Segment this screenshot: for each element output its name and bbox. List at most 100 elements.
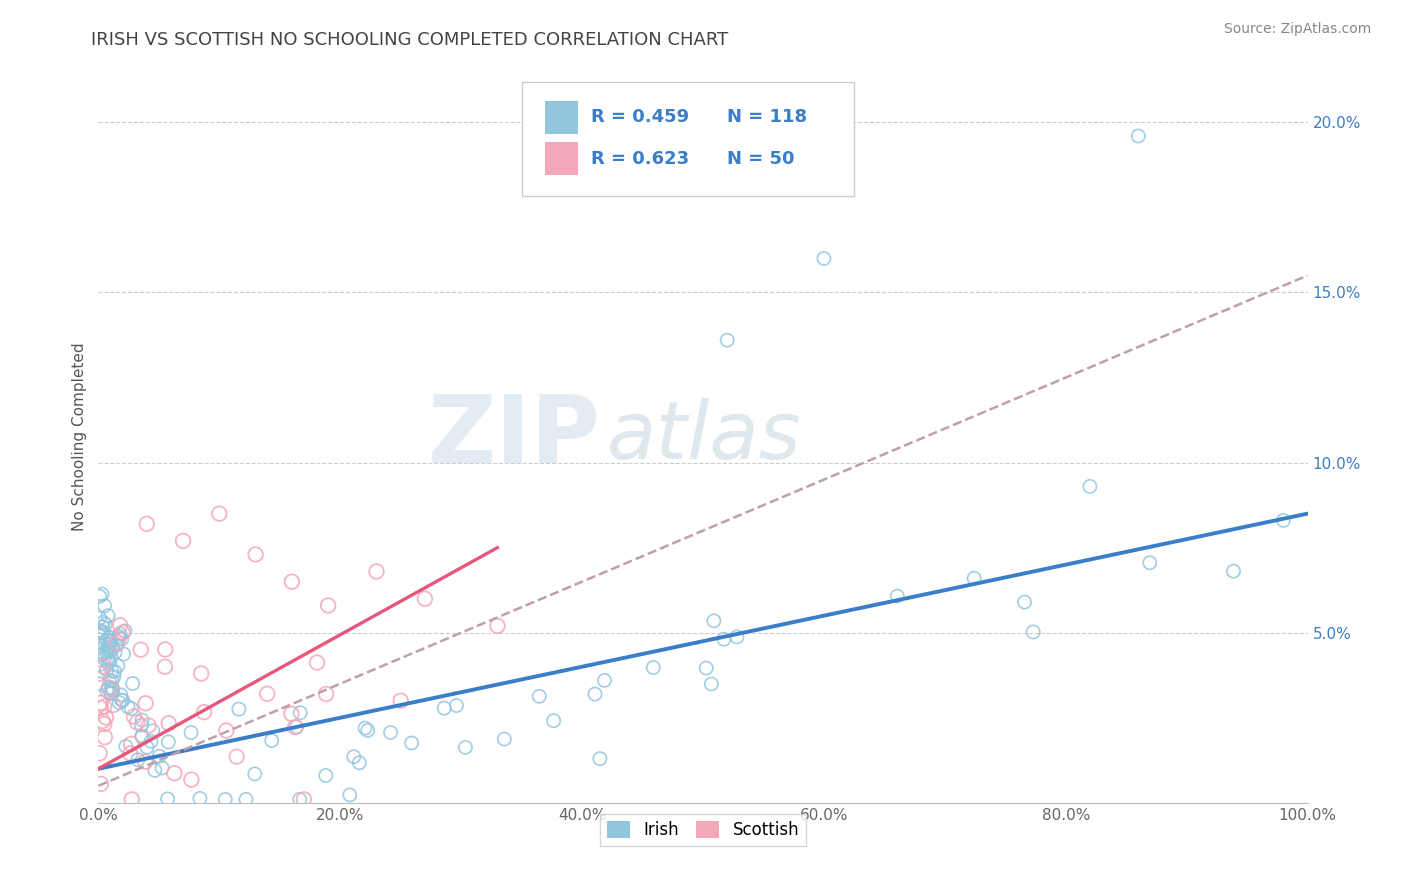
- Text: N = 118: N = 118: [727, 109, 807, 127]
- Point: [96, 684, 118, 698]
- Point: [89, 747, 111, 761]
- Point: [107, 636, 129, 650]
- Point: [100, 686, 122, 700]
- Point: [101, 673, 124, 688]
- Point: [339, 788, 361, 802]
- Point: [121, 792, 143, 806]
- Point: [135, 696, 157, 710]
- Point: [103, 698, 125, 712]
- Point: [131, 718, 153, 732]
- Point: [98, 633, 121, 648]
- Point: [89, 611, 111, 625]
- Point: [100, 635, 122, 649]
- Point: [454, 740, 477, 755]
- Point: [91, 620, 114, 634]
- Point: [357, 723, 380, 738]
- Point: [150, 761, 173, 775]
- Point: [280, 706, 302, 721]
- Point: [98, 630, 121, 644]
- Point: [103, 670, 125, 684]
- Point: [180, 772, 202, 787]
- Point: [716, 333, 738, 347]
- Point: [112, 647, 135, 661]
- Point: [583, 687, 606, 701]
- Point: [139, 734, 162, 748]
- Point: [157, 716, 180, 731]
- Point: [136, 740, 159, 755]
- Point: [193, 705, 215, 719]
- Point: [94, 617, 117, 632]
- Point: [389, 694, 412, 708]
- Point: [108, 627, 131, 641]
- Point: [111, 625, 134, 640]
- Point: [486, 619, 509, 633]
- Point: [190, 666, 212, 681]
- Point: [94, 710, 117, 724]
- Point: [284, 720, 307, 734]
- Point: [134, 755, 156, 769]
- Point: [285, 720, 308, 734]
- Point: [97, 640, 120, 655]
- Point: [131, 713, 153, 727]
- Point: [354, 721, 377, 735]
- Point: [91, 615, 114, 630]
- Point: [446, 698, 468, 713]
- Point: [413, 591, 436, 606]
- Point: [117, 699, 139, 714]
- Point: [163, 766, 186, 780]
- Point: [494, 732, 516, 747]
- Point: [135, 516, 157, 531]
- Point: [98, 681, 121, 695]
- Point: [1128, 128, 1150, 143]
- Point: [180, 725, 202, 739]
- Point: [97, 608, 120, 623]
- Point: [101, 664, 124, 678]
- Point: [96, 663, 118, 677]
- Point: [89, 590, 111, 604]
- Point: [89, 629, 111, 643]
- Point: [93, 599, 115, 613]
- Point: [91, 625, 114, 640]
- Point: [260, 733, 283, 747]
- Point: [90, 701, 112, 715]
- Point: [131, 730, 153, 744]
- Point: [101, 681, 124, 696]
- Point: [96, 633, 118, 648]
- Point: [96, 642, 118, 657]
- Point: [813, 252, 835, 266]
- Point: [90, 648, 112, 662]
- Point: [110, 688, 132, 702]
- Point: [963, 571, 986, 585]
- Point: [725, 630, 748, 644]
- Point: [93, 699, 115, 714]
- Point: [97, 681, 120, 695]
- Point: [225, 749, 247, 764]
- Point: [214, 792, 236, 806]
- Text: R = 0.459: R = 0.459: [591, 109, 689, 127]
- Point: [156, 792, 179, 806]
- Point: [157, 735, 180, 749]
- Point: [91, 626, 114, 640]
- Point: [98, 644, 121, 658]
- Point: [589, 751, 612, 765]
- Point: [90, 777, 112, 791]
- Point: [529, 690, 551, 704]
- Point: [1272, 513, 1295, 527]
- Point: [104, 645, 127, 659]
- Point: [235, 792, 257, 806]
- Text: R = 0.623: R = 0.623: [591, 150, 689, 168]
- Point: [131, 729, 153, 743]
- Point: [89, 677, 111, 691]
- Point: [93, 647, 115, 661]
- Point: [120, 701, 142, 715]
- FancyBboxPatch shape: [544, 143, 578, 175]
- Point: [305, 656, 328, 670]
- Point: [104, 665, 127, 679]
- Point: [107, 629, 129, 643]
- Point: [121, 676, 143, 690]
- Point: [89, 639, 111, 653]
- Point: [153, 659, 176, 673]
- Point: [98, 673, 121, 688]
- Text: N = 50: N = 50: [727, 150, 794, 168]
- Point: [97, 656, 120, 670]
